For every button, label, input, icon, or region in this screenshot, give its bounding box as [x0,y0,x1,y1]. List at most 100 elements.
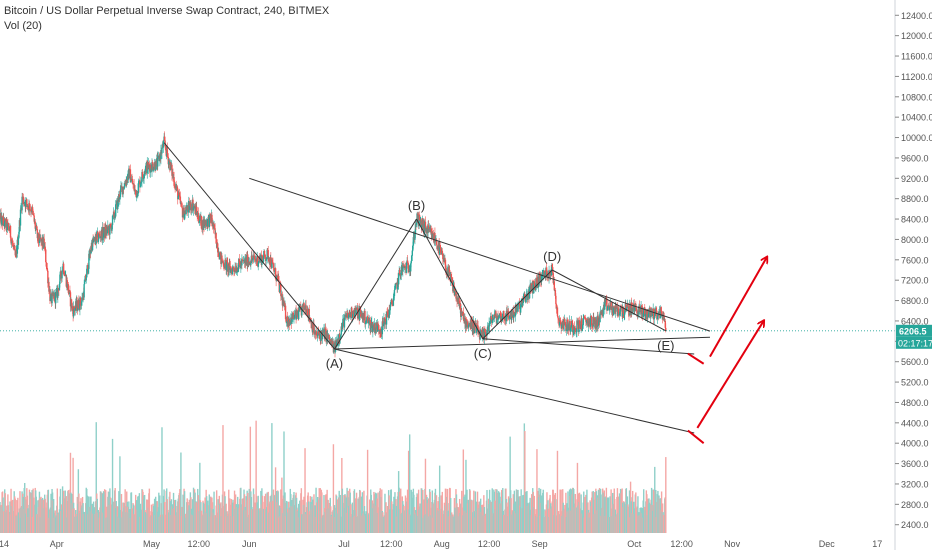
candle-body [111,215,114,226]
candle-body [357,315,359,319]
candle-body [268,257,270,263]
candle-body [609,307,611,309]
projection-arrows [687,257,767,444]
candle-body [140,182,142,184]
candle-body [474,326,476,327]
candle-body [410,260,412,264]
countdown-value: 02:17:17 [898,338,932,348]
candle-body [641,307,644,317]
candle-body [418,215,420,227]
volume-bar [271,423,273,533]
time-tick-label: Jun [242,539,257,549]
candle-body [602,307,604,317]
candle-body [232,266,235,270]
candle-body [35,228,37,229]
candle-body [546,276,549,277]
price-tick-label: 5600.0 [901,357,929,367]
candle-body [32,210,34,215]
candle-body [642,313,644,317]
candle-body [359,310,361,321]
candle-body [71,306,74,312]
volume-bar [274,467,277,533]
candle-body [618,314,621,316]
candle-body [119,197,121,200]
candle-body [88,253,90,269]
candle-body [635,307,638,310]
volume-bar [105,490,107,533]
candle-body [599,312,601,323]
volume-bar [321,492,323,533]
candle-body [657,315,660,316]
price-tick-label: 10000.0 [901,133,932,143]
candle-body [503,311,505,318]
volume-bar [353,489,356,533]
candle-body [627,306,630,313]
volume-bar [158,492,160,533]
candle-body [630,302,633,313]
candle-body [557,318,560,320]
candle-body [279,284,282,286]
time-axis[interactable]: 14 Apr May 12:00 Jun Jul 12:00 Aug 12:00 Sep Oct 12… [0,539,882,549]
candle-body [148,164,151,168]
up-arrow-lower [696,321,763,429]
candle-body [592,316,594,327]
candle-body [306,309,309,316]
candle-body [230,269,232,273]
candle-body [320,330,322,341]
candle-body [284,305,287,320]
candle-body [11,240,13,243]
candle-body [347,314,350,319]
price-tick-label: 6800.0 [901,296,929,306]
candle-body [14,249,16,256]
candle-body [26,204,29,207]
candle-body [111,225,113,231]
candle-body [377,324,379,326]
candle-body [434,232,436,242]
candle-body [127,170,130,180]
candle-body [55,292,57,293]
candle-body [292,312,295,319]
candle-body [522,297,524,304]
candle-body [407,268,410,272]
candle-body [192,199,194,211]
candle-body [638,305,641,313]
candle-body [486,331,488,336]
candle-body [217,243,219,253]
price-tick-label: 8800.0 [901,194,929,204]
volume-bar [215,490,218,533]
volume-bar [138,493,141,533]
candle-body [183,213,186,220]
volume-indicator-label[interactable]: Vol (20) [4,20,42,32]
price-tick-label: 2400.0 [901,520,929,530]
candle-body [623,313,625,316]
candle-body [171,164,173,176]
candle-body [294,314,296,316]
channel-line-mid [482,338,695,355]
candle-body [623,314,625,316]
candle-body [72,306,75,317]
chart-title: Bitcoin / US Dollar Perpetual Inverse Sw… [4,5,330,17]
candle-body [451,277,453,281]
candle-body [366,316,369,320]
candle-body [318,333,320,336]
volume-bars [0,420,667,533]
candle-body [301,307,303,316]
volume-bar [643,489,645,533]
candle-body [644,313,646,317]
candle-body [22,197,25,205]
candle-body [434,240,437,242]
candle-body [418,215,421,221]
candle-body [495,311,497,318]
candle-body [261,256,264,260]
price-axis[interactable]: 12400.0 12000.0 11600.0 11200.0 10800.0 10400… [894,0,932,550]
candle-body [137,193,139,196]
candle-body [512,310,514,319]
candle-body [200,215,203,229]
candle-body [486,326,489,332]
candle-body [472,328,474,331]
price-tick-label: 2800.0 [901,500,929,510]
volume-bar [592,490,594,533]
price-tick-label: 4000.0 [901,439,929,449]
time-tick-label: Nov [724,539,741,549]
